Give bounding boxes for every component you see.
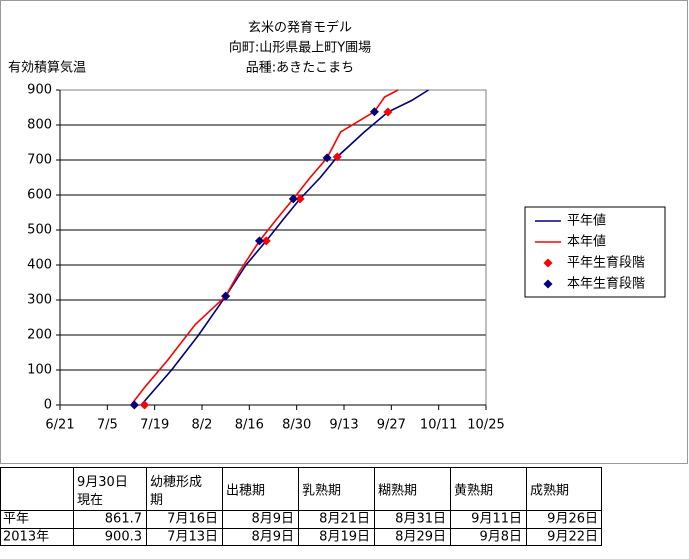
stage-point <box>254 236 264 246</box>
table-cell: 9月11日 <box>471 512 522 527</box>
table-cell: 9月22日 <box>547 530 598 545</box>
y-tick-label: 0 <box>44 398 52 413</box>
y-tick-label: 100 <box>27 363 52 378</box>
x-tick-label: 9/13 <box>329 418 358 433</box>
legend-label: 本年生育段階 <box>567 276 645 292</box>
table-cell: 7月13日 <box>167 530 218 545</box>
stage-point <box>261 236 271 246</box>
y-tick-label: 400 <box>27 258 52 273</box>
chart-subtitle: 向町:山形県最上町Y圃場 <box>229 40 371 56</box>
chart-subtitle: 品種:あきたこまち <box>246 60 354 76</box>
table-cell: 8月31日 <box>395 512 446 527</box>
y-tick-label: 700 <box>27 153 52 168</box>
table-cell: 861.7 <box>105 512 142 527</box>
x-tick-label: 8/2 <box>192 418 213 433</box>
table-row-label: 平年 <box>3 512 29 527</box>
chart-title: 玄米の発育モデル <box>248 20 352 36</box>
table-cell: 8月29日 <box>395 530 446 545</box>
stage-point <box>383 107 393 117</box>
legend-label: 平年生育段階 <box>567 255 645 271</box>
table-row-label: 2013年 <box>3 530 49 545</box>
table-header: 乳熟期 <box>302 483 341 499</box>
stage-point <box>129 400 139 410</box>
stage-point <box>140 400 150 410</box>
table-cell: 8月9日 <box>251 530 294 545</box>
stage-point <box>288 194 298 204</box>
stage-point <box>221 291 231 301</box>
table-cell: 900.3 <box>105 530 142 545</box>
table-header: 黄熟期 <box>454 483 493 499</box>
table-header: 幼穂形成期 <box>150 475 202 508</box>
x-tick-label: 6/21 <box>45 418 74 433</box>
table-frame <box>0 467 602 546</box>
table-header: 糊熟期 <box>378 483 417 499</box>
y-tick-label: 800 <box>27 118 52 133</box>
x-tick-label: 10/25 <box>467 418 504 433</box>
stage-point <box>295 194 305 204</box>
legend-label: 本年値 <box>567 234 606 250</box>
stage-point <box>369 107 379 117</box>
x-tick-label: 8/30 <box>282 418 311 433</box>
table-header: 成熟期 <box>530 483 569 499</box>
table-cell: 8月19日 <box>319 530 370 545</box>
chart-frame <box>0 0 688 464</box>
table-cell: 8月21日 <box>319 512 370 527</box>
table-cell: 7月16日 <box>167 512 218 527</box>
series-line <box>140 89 429 406</box>
legend-marker <box>543 279 553 289</box>
table-header: 9月30日現在 <box>77 475 128 508</box>
series-line <box>130 89 399 406</box>
table-cell: 8月9日 <box>251 512 294 527</box>
y-tick-label: 600 <box>27 188 52 203</box>
table-header: 出穂期 <box>226 484 265 499</box>
y-tick-label: 300 <box>27 293 52 308</box>
x-tick-label: 10/11 <box>420 418 457 433</box>
x-tick-label: 7/5 <box>97 418 118 433</box>
y-tick-label: 500 <box>27 223 52 238</box>
x-tick-label: 8/16 <box>235 418 264 433</box>
y-tick-label: 200 <box>27 328 52 343</box>
y-tick-label: 900 <box>27 83 52 98</box>
table-cell: 9月26日 <box>547 512 598 527</box>
stage-point <box>332 152 342 162</box>
x-tick-label: 7/19 <box>140 418 169 433</box>
legend-label: 平年値 <box>567 213 606 229</box>
table-cell: 9月8日 <box>479 530 522 545</box>
x-tick-label: 9/27 <box>377 418 406 433</box>
stage-point <box>322 153 332 163</box>
y-axis-label: 有効積算気温 <box>8 60 86 76</box>
legend-marker <box>543 258 553 268</box>
plot-frame <box>59 89 487 406</box>
